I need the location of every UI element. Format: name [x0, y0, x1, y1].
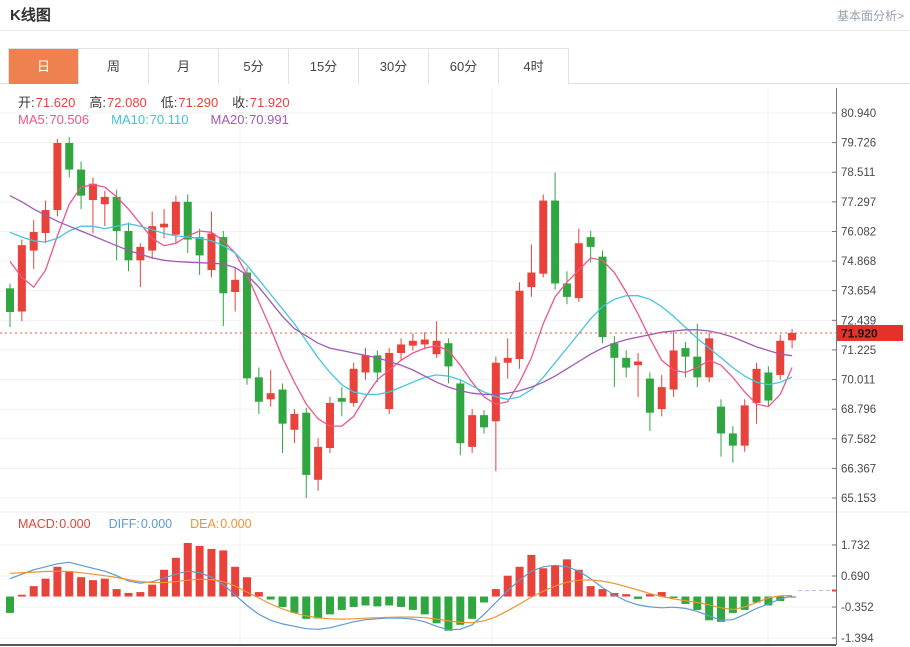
fundamental-analysis-link[interactable]: 基本面分析> [836, 9, 904, 23]
price-label-text: 71.920 [841, 326, 878, 340]
timeframe-tab-bar: 日周月 5分 15分 30分 60分 4时 [8, 48, 569, 84]
svg-text:67.582: 67.582 [841, 434, 876, 446]
gridlines [0, 88, 910, 645]
tab-4hour[interactable]: 4时 [523, 59, 544, 74]
price-label-bg [837, 324, 903, 341]
quote-low: 低:71.290 [160, 95, 219, 110]
quote-high: 高:72.080 [89, 95, 147, 110]
tab-60min[interactable]: 60分 [429, 49, 499, 84]
svg-text:1.732: 1.732 [841, 540, 870, 552]
svg-text:65.153: 65.153 [841, 493, 876, 505]
candles-layer [6, 137, 797, 499]
svg-text:71.225: 71.225 [841, 345, 876, 357]
ma-lines [9, 184, 793, 427]
y-axis: 80.940 79.726 78.511 77.297 76.082 74.868 73.6… [0, 88, 877, 646]
ma10-readout: MA10:70.110 [111, 112, 189, 127]
svg-text:0.690: 0.690 [841, 571, 870, 583]
tab-15min[interactable]: 15分 [289, 49, 359, 84]
svg-text:66.367: 66.367 [841, 463, 876, 475]
quote-open: 开:71.620 [18, 95, 76, 110]
diff-readout: DIFF:0.000 [108, 517, 173, 531]
dea-line [9, 570, 793, 624]
svg-text:-1.394: -1.394 [841, 633, 874, 645]
ma20-readout: MA20:70.991 [210, 112, 289, 127]
page-title: K线图 [10, 7, 51, 24]
ma5-readout: MA5:70.506 [18, 112, 90, 127]
svg-text:79.726: 79.726 [841, 138, 876, 150]
ma5-line [9, 184, 793, 427]
ohlc-readout-row: 开:71.620 高:72.080 低:71.290 收:71.920 [18, 92, 290, 111]
macd-readout: MACD:0.000 [18, 517, 91, 531]
diff-line [9, 561, 793, 631]
tab-30min[interactable]: 30分 [359, 49, 429, 84]
macd-readout-row: MACD:0.000 DIFF:0.000 DEA:0.000 [18, 517, 252, 531]
dea-readout: DEA:0.000 [190, 517, 252, 531]
ma20-line [9, 195, 793, 396]
ma10-line [9, 223, 793, 400]
svg-text:-0.352: -0.352 [841, 602, 874, 614]
tab-month[interactable]: 月 [149, 49, 219, 84]
svg-text:80.940: 80.940 [841, 108, 876, 120]
svg-text:72.439: 72.439 [841, 315, 876, 327]
tab-5min[interactable]: 5分 [219, 49, 289, 84]
svg-text:70.011: 70.011 [841, 375, 875, 387]
svg-text:76.082: 76.082 [841, 226, 876, 238]
tab-day[interactable]: 日 [9, 49, 79, 84]
svg-text:74.868: 74.868 [841, 256, 876, 268]
macd-layer [6, 542, 836, 631]
svg-text:77.297: 77.297 [841, 197, 876, 209]
quote-close: 收:71.920 [232, 95, 290, 110]
ma-readout-row: MA5:70.506 MA10:70.110 MA20:70.991 [18, 112, 289, 127]
tab-week[interactable]: 周 [79, 49, 149, 84]
svg-text:78.511: 78.511 [841, 167, 875, 179]
header-divider [0, 30, 910, 31]
svg-text:68.796: 68.796 [841, 404, 876, 416]
svg-text:73.654: 73.654 [841, 286, 877, 298]
current-price-marker: 71.920 [0, 324, 903, 341]
